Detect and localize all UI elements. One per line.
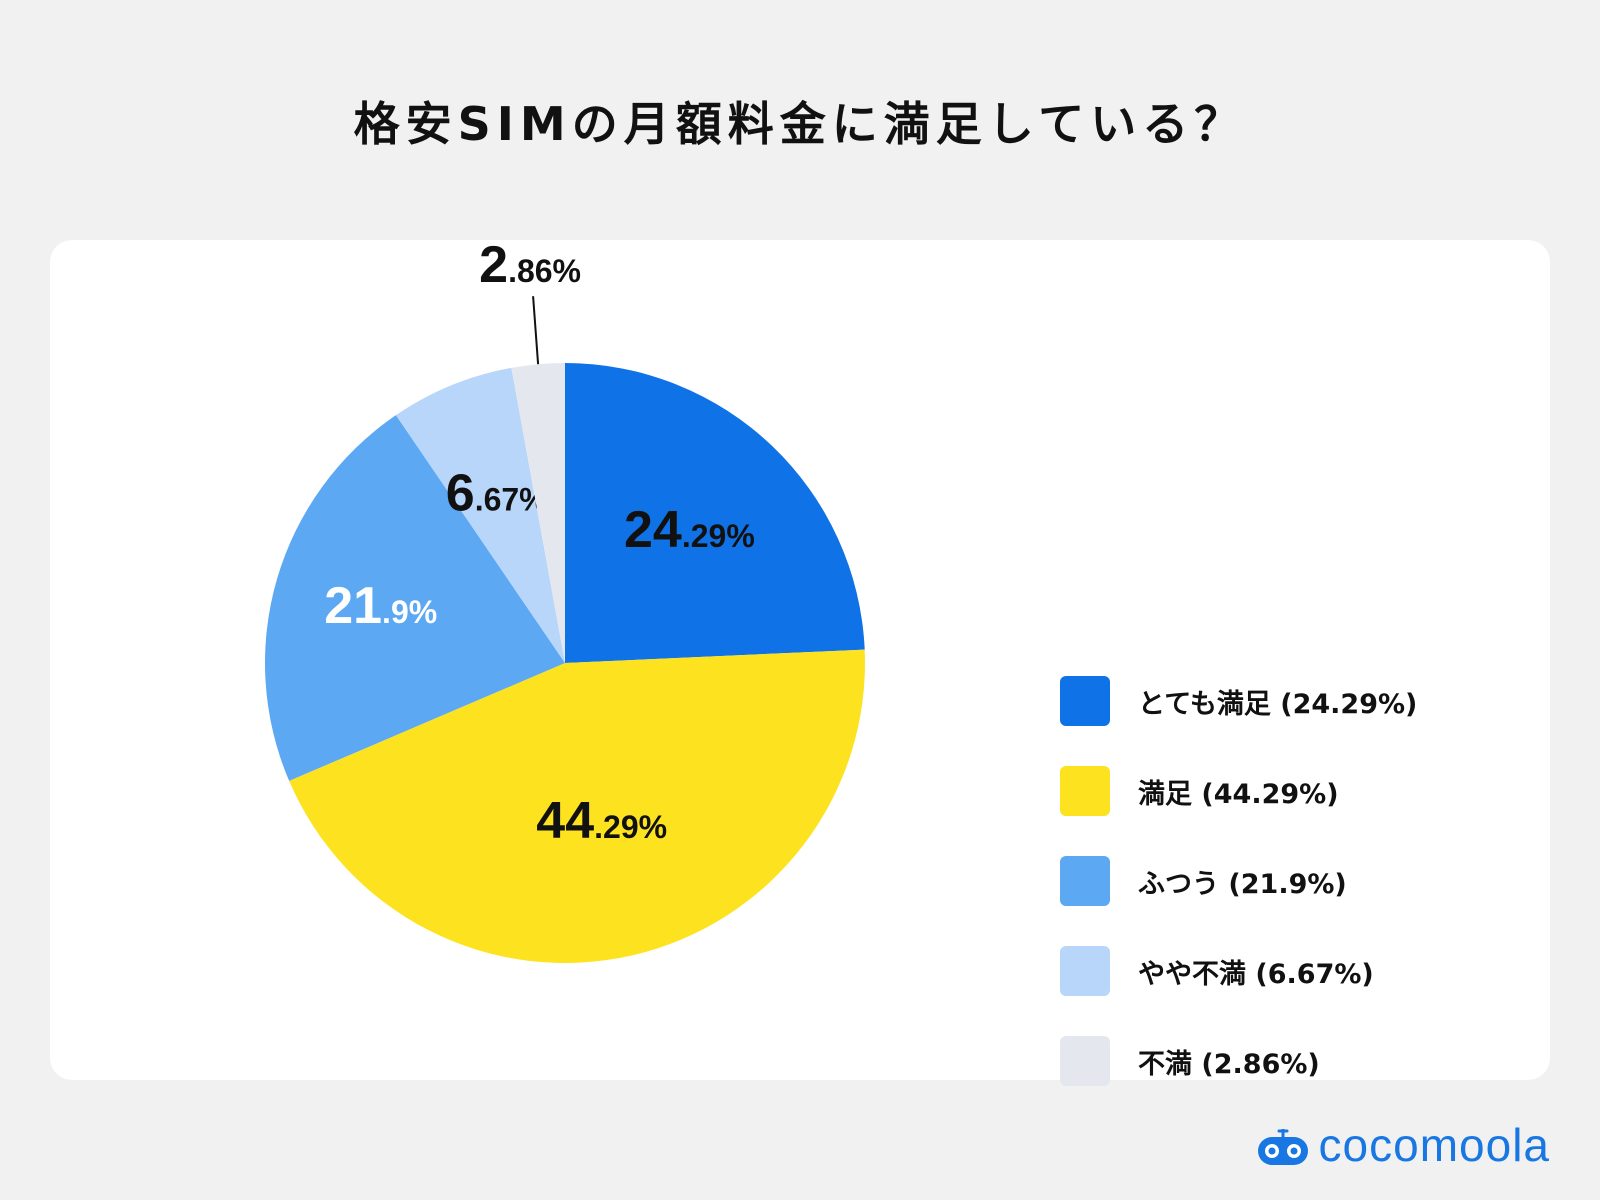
legend-label: とても満足 (24.29%) — [1138, 688, 1418, 720]
slice-value-int: 2 — [479, 240, 508, 294]
legend-item: 満足 (44.29%) — [1060, 766, 1417, 816]
slice-value-int: 21 — [324, 577, 382, 635]
brand-logo: cocomoola — [1255, 1118, 1550, 1172]
legend-label: ふつう (21.9%) — [1138, 868, 1347, 900]
leader-line — [532, 296, 540, 365]
pie-chart: 24.29%44.29%21.9%6.67%2.86% — [265, 240, 865, 964]
legend-swatch — [1060, 856, 1110, 906]
legend: とても満足 (24.29%) 満足 (44.29%) ふつう (21.9%) や… — [1060, 676, 1417, 1126]
controller-icon — [1257, 1129, 1308, 1165]
chart-card: 24.29% 44.29% 21.9% 6.67% 2.86% とても満足 (24.29… — [50, 240, 1550, 1086]
legend-label: 満足 (44.29%) — [1138, 778, 1339, 810]
slice-value-int: 44 — [536, 792, 594, 850]
pie-slice — [395, 367, 565, 663]
legend-label: 不満 (2.86%) — [1138, 1048, 1320, 1080]
slice-value-label: 24.29% — [624, 501, 755, 559]
pie-slice — [565, 363, 865, 663]
slice-value-label: 2.86% — [479, 240, 581, 294]
slice-value-decimal: .29% — [682, 518, 755, 554]
legend-item: とても満足 (24.29%) — [1060, 676, 1417, 726]
pie-slice — [511, 363, 565, 663]
chart-title: 格安SIMの月額料金に満足している？ — [353, 97, 1247, 151]
slice-value-label: 21.9% — [324, 577, 437, 635]
slice-value-label: 44.29% — [536, 792, 667, 850]
slice-value-decimal: .29% — [594, 809, 667, 845]
legend-swatch — [1060, 946, 1110, 996]
legend-swatch — [1060, 676, 1110, 726]
slice-value-decimal: .9% — [382, 594, 437, 630]
legend-item: ふつう (21.9%) — [1060, 856, 1417, 906]
legend-swatch — [1060, 1036, 1110, 1086]
legend-item: やや不満 (6.67%) — [1060, 946, 1417, 996]
legend-swatch — [1060, 766, 1110, 816]
legend-label: やや不満 (6.67%) — [1138, 958, 1374, 990]
legend-item: 不満 (2.86%) — [1060, 1036, 1417, 1086]
slice-value-int: 24 — [624, 501, 682, 559]
pie-slice — [289, 649, 865, 964]
pie-slice — [265, 415, 565, 781]
slice-value-int: 6 — [446, 464, 475, 522]
slice-value-decimal: .86% — [508, 253, 581, 289]
brand-name: cocomoola — [1318, 1119, 1550, 1171]
